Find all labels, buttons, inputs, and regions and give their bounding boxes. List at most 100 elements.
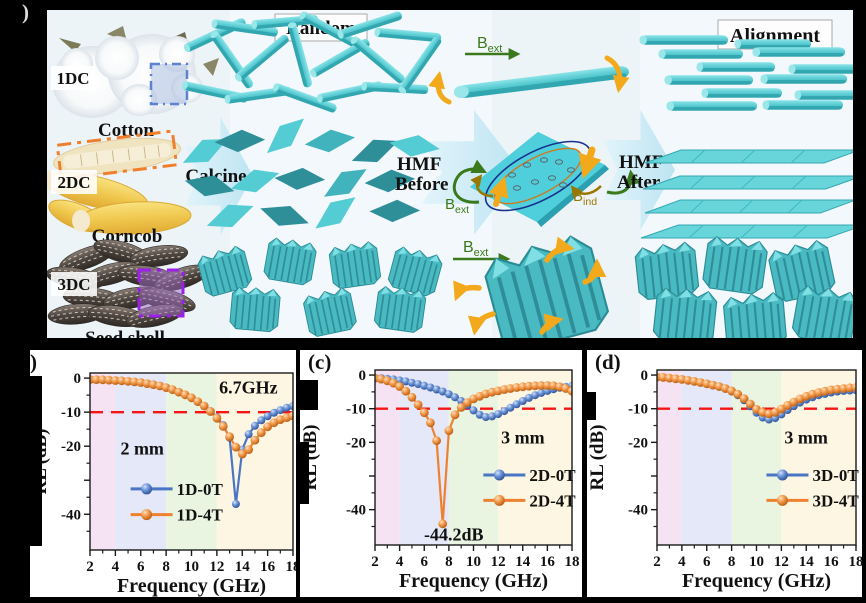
frequency-band [399, 370, 449, 545]
y-tick-label: 0 [74, 371, 82, 387]
x-axis-label: Frequency (GHz) [399, 570, 548, 592]
annotation: 6.7GHz [219, 377, 278, 397]
hmf-after-line1: HMF [619, 152, 663, 173]
x-tick-label: 18 [849, 554, 863, 570]
x-tick-label: 8 [162, 559, 170, 575]
seed-shell-photo: 3DC Seed shell [46, 239, 211, 349]
legend-entry-2D-4T: 2D-4T [529, 491, 576, 510]
frequency-band [166, 373, 217, 550]
tag-1dc: 1DC [56, 69, 89, 88]
panel-a-label: ) [22, 0, 29, 24]
aligned-blocks [633, 233, 861, 351]
x-tick-label: 16 [540, 554, 556, 570]
legend: 3D-0T 3D-4T [766, 466, 859, 510]
thickness-label: 2 mm [120, 438, 164, 458]
crop-artifact [30, 376, 42, 546]
panel-a-schematic: 1DCCotton2DCCorncob3DCSeed shellCalcineR… [42, 10, 866, 356]
hmf-rod-row: Bext [428, 35, 630, 105]
y-tick-label: -10 [61, 405, 81, 421]
hmf-before-line1: HMF [397, 154, 441, 175]
seed-roi-box [137, 268, 185, 318]
y-tick-label: -40 [346, 503, 366, 519]
frequency-band [90, 373, 116, 550]
rl-chart-3d: 2 4 6 8 10 12 14 16 18 0 -10 -20 -40 Frequency (GHz) R… [587, 368, 863, 592]
tag-2dc: 2DC [57, 173, 90, 192]
legend-entry-1D-0T: 1D-0T [177, 480, 224, 499]
thickness-label: 3 mm [784, 428, 828, 448]
y-tick-label: -10 [628, 402, 648, 418]
y-tick-label: 0 [359, 368, 367, 384]
legend: 1D-0T 1D-4T [130, 480, 224, 525]
legend: 2D-0T 2D-4T [483, 466, 576, 510]
y-tick-label: -20 [628, 435, 648, 451]
tag-3dc: 3DC [57, 275, 90, 294]
legend-entry-3D-0T: 3D-0T [812, 466, 859, 485]
panel-b-label: ) [30, 350, 37, 374]
chart-panel-d: (d) 2 4 6 8 10 12 14 16 18 0 -10 -20 -40 Frequency (G… [587, 350, 862, 597]
frequency-band [216, 373, 293, 550]
b-ext-label: Bext [477, 35, 502, 55]
frequency-band [375, 370, 400, 545]
x-tick-label: 10 [184, 559, 199, 575]
x-tick-label: 4 [112, 559, 120, 575]
x-tick-label: 6 [137, 559, 145, 575]
x-tick-label: 10 [466, 554, 481, 570]
corncob-roi-box [55, 129, 179, 181]
x-tick-label: 14 [799, 554, 815, 570]
legend-entry-1D-4T: 1D-4T [177, 506, 224, 525]
x-tick-label: 18 [565, 554, 580, 570]
frequency-band [115, 373, 167, 550]
x-tick-label: 4 [678, 554, 686, 570]
chart-panel-b: ) 2 4 6 8 10 12 14 16 18 0 -10 -20 -40 Frequency (GHz… [30, 350, 296, 597]
x-tick-label: 2 [653, 554, 661, 570]
x-tick-label: 12 [774, 554, 789, 570]
hmf-after-line2: After [617, 172, 661, 193]
crop-artifact [300, 380, 318, 410]
x-tick-label: 6 [421, 554, 429, 570]
y-tick-label: 0 [641, 368, 649, 384]
hmf-before-line2: Before [395, 174, 448, 195]
caption-seed-shell: Seed shell [85, 328, 165, 338]
x-tick-label: 16 [260, 559, 276, 575]
frequency-band [657, 370, 682, 545]
y-tick-label: -10 [346, 402, 366, 418]
x-tick-label: 16 [824, 554, 840, 570]
x-tick-label: 12 [491, 554, 506, 570]
panel-c-label: (c) [308, 350, 332, 374]
x-tick-label: 18 [286, 559, 297, 575]
frequency-band [681, 370, 732, 545]
chart-panel-c: (c) 2 4 6 8 10 12 14 16 18 0 -10 -20 -40 Frequency (G… [300, 350, 582, 597]
x-axis-label: Frequency (GHz) [682, 570, 831, 592]
y-tick-label: -40 [628, 503, 648, 519]
x-tick-label: 6 [703, 554, 711, 570]
x-axis-label: Frequency (GHz) [117, 575, 266, 597]
crop-artifact [300, 442, 309, 504]
x-tick-label: 8 [445, 554, 453, 570]
y-tick-label: -40 [61, 507, 81, 523]
schematic-drawing: 1DCCotton2DCCorncob3DCSeed shellCalcineR… [42, 10, 866, 356]
b-ext-label: Bext [445, 196, 469, 216]
b-ind-label: Bind [573, 188, 597, 208]
x-tick-label: 10 [749, 554, 764, 570]
series-markers-2D-4T [375, 373, 572, 529]
crop-artifact [587, 392, 596, 420]
y-axis-label: RL (dB) [587, 425, 608, 491]
legend-entry-2D-0T: 2D-0T [529, 466, 576, 485]
y-tick-label: -20 [346, 435, 366, 451]
legend-entry-3D-4T: 3D-4T [812, 491, 859, 510]
x-tick-label: 14 [235, 559, 251, 575]
y-tick-label: -20 [61, 439, 81, 455]
x-tick-label: 2 [86, 559, 94, 575]
panel-d-label: (d) [595, 350, 621, 374]
x-tick-label: 8 [728, 554, 736, 570]
series-markers-1D-4T [90, 375, 293, 459]
b-ext-label: Bext [463, 239, 488, 259]
thickness-label: 3 mm [501, 428, 545, 448]
x-tick-label: 12 [209, 559, 224, 575]
x-tick-label: 2 [371, 554, 379, 570]
